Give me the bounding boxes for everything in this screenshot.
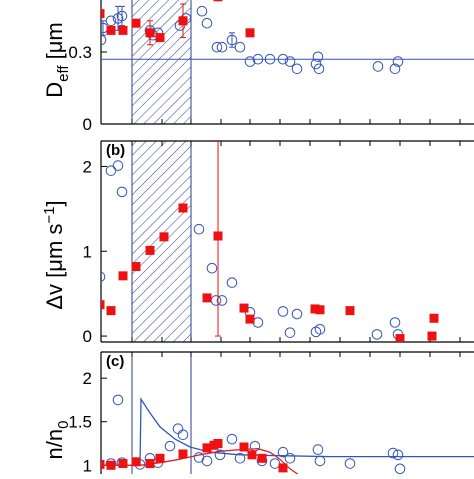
data-point-circle xyxy=(217,296,227,306)
y-tick-label: 0 xyxy=(83,115,92,134)
plot-area xyxy=(92,395,474,474)
data-point-square xyxy=(203,293,212,302)
data-point-square xyxy=(179,449,188,458)
data-point-circle xyxy=(194,224,204,234)
data-point-circle xyxy=(270,459,280,469)
data-point-square xyxy=(156,33,165,42)
data-point-square xyxy=(156,454,165,463)
data-point-square xyxy=(146,246,155,255)
data-point-circle xyxy=(313,445,323,455)
data-point-square xyxy=(396,334,405,343)
data-point-square xyxy=(316,305,325,314)
data-point-square xyxy=(96,460,105,469)
data-point-square xyxy=(279,463,288,472)
data-point-square xyxy=(179,204,188,213)
data-point-square xyxy=(96,9,105,18)
data-point-square xyxy=(240,304,249,313)
data-point-square xyxy=(428,332,437,341)
data-point-circle xyxy=(292,309,302,319)
data-point-circle xyxy=(373,62,383,72)
data-point-square xyxy=(146,459,155,468)
data-point-square xyxy=(160,232,169,241)
data-point-circle xyxy=(211,296,221,306)
data-point-circle xyxy=(207,263,217,273)
fit-curve xyxy=(92,399,474,465)
data-point-circle xyxy=(372,330,382,340)
y-tick-label: 0.3 xyxy=(68,43,92,62)
y-tick-label: 1 xyxy=(83,456,92,474)
data-point-circle xyxy=(197,6,207,16)
data-point-square xyxy=(132,262,141,271)
data-point-square xyxy=(214,0,223,1)
y-tick-label: 2 xyxy=(83,369,92,388)
data-point-circle xyxy=(253,318,263,328)
data-point-square xyxy=(107,26,116,35)
data-point-circle xyxy=(173,424,183,434)
data-point-circle xyxy=(178,430,188,440)
data-point-circle xyxy=(165,441,175,451)
data-point-circle xyxy=(285,328,295,338)
data-point-circle xyxy=(315,456,325,466)
data-point-square xyxy=(246,28,255,37)
data-point-square xyxy=(107,461,116,470)
data-point-circle xyxy=(390,318,400,328)
data-point-circle xyxy=(106,166,116,176)
data-point-square xyxy=(132,457,141,466)
y-tick-label: 1 xyxy=(83,242,92,261)
panel-2: 0 1 2 Δv [μm s−1] (b) xyxy=(41,136,474,346)
data-point-circle xyxy=(285,454,295,464)
data-point-square xyxy=(214,439,223,448)
data-point-circle xyxy=(227,278,237,288)
y-axis-label: n/n0 xyxy=(42,421,72,460)
y-tick-label: 0 xyxy=(83,327,92,346)
panel-label: (c) xyxy=(106,353,124,370)
data-point-square xyxy=(430,314,439,323)
data-point-circle xyxy=(227,434,237,444)
y-tick-label: 2 xyxy=(83,157,92,176)
data-point-circle xyxy=(113,161,123,171)
data-point-circle xyxy=(95,272,105,282)
data-point-square xyxy=(214,231,223,240)
data-point-circle xyxy=(202,456,212,466)
data-point-square xyxy=(96,300,105,309)
data-point-square xyxy=(146,28,155,37)
data-point-circle xyxy=(113,395,123,405)
data-point-circle xyxy=(395,464,405,474)
data-point-circle xyxy=(117,187,127,197)
y-axis-label: Δv [μm s−1] xyxy=(41,200,67,309)
data-point-circle xyxy=(235,42,245,52)
panel-3: 11.52n/n0(c) xyxy=(42,352,474,474)
data-point-square xyxy=(248,450,257,459)
data-point-square xyxy=(246,315,255,324)
data-point-square xyxy=(132,19,141,28)
data-point-square xyxy=(179,16,188,25)
panel-label: (b) xyxy=(106,142,125,159)
data-point-circle xyxy=(202,18,212,28)
data-point-circle xyxy=(345,459,355,469)
data-point-circle xyxy=(278,307,288,317)
data-point-square xyxy=(107,306,116,315)
data-point-square xyxy=(258,454,267,463)
data-point-square xyxy=(119,459,128,468)
hatched-band xyxy=(132,141,191,342)
data-point-square xyxy=(119,271,128,280)
data-point-square xyxy=(119,26,128,35)
data-point-square xyxy=(346,306,355,315)
data-point-square xyxy=(240,442,249,451)
data-point-circle xyxy=(292,64,302,74)
